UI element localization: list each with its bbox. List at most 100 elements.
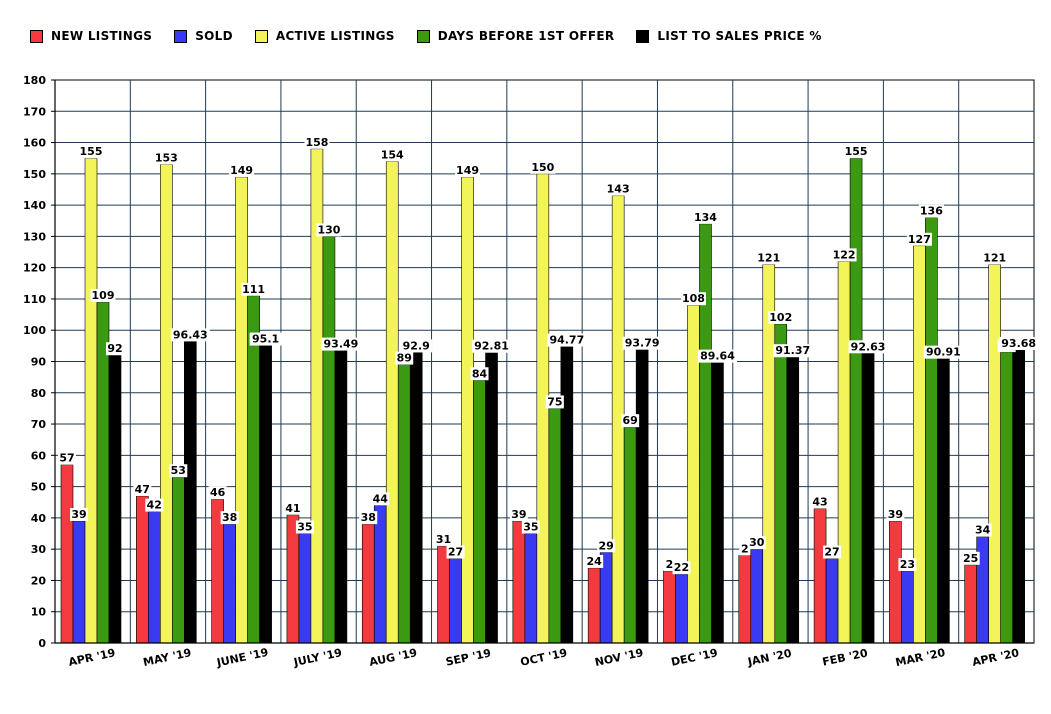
data-label-text: 134 — [694, 211, 717, 224]
bar-sold — [148, 511, 161, 644]
bar-active-listings — [913, 245, 926, 644]
bar-list-to-sales-price — [184, 341, 197, 644]
x-tick-label: OCT '19 — [519, 646, 568, 669]
data-label-text: 111 — [242, 283, 265, 296]
legend-item-list-to-sales-price: LIST TO SALES PRICE % — [636, 29, 821, 43]
data-label-bg — [241, 282, 267, 296]
data-label: 95.1 — [249, 332, 282, 346]
data-label-text: 96.43 — [173, 328, 208, 341]
data-label-text: 27 — [824, 546, 839, 559]
data-label: 25 — [961, 551, 980, 565]
data-label-bg — [680, 292, 706, 306]
data-label-text: 122 — [833, 248, 856, 261]
data-label-text: 143 — [607, 183, 630, 196]
data-label: 93.79 — [622, 336, 662, 350]
bar-sold — [373, 505, 387, 644]
x-tick-label: MAR '20 — [894, 646, 946, 669]
bar-days-before-1st-offer — [623, 426, 637, 644]
data-label-bg — [470, 367, 489, 381]
x-tick-label: DEC '19 — [670, 646, 719, 669]
data-label-bg — [58, 451, 76, 465]
data-label-text: 75 — [547, 395, 562, 408]
data-label: 134 — [692, 210, 718, 224]
y-tick-label: 140 — [23, 199, 46, 212]
data-label: 84 — [470, 367, 489, 381]
bar-list-to-sales-price — [937, 358, 950, 644]
data-label-bg — [811, 495, 830, 509]
data-label-text: 39 — [888, 508, 903, 521]
data-label-text: 92.81 — [474, 340, 509, 353]
bar-active-listings — [385, 161, 399, 644]
data-label: 27 — [823, 545, 842, 559]
y-tick-label: 10 — [31, 606, 47, 619]
data-label: 35 — [521, 520, 540, 534]
data-label: 35 — [295, 520, 314, 534]
y-tick-label: 120 — [23, 262, 46, 275]
data-label: 24 — [585, 554, 604, 568]
data-label-text: 30 — [749, 536, 765, 549]
data-label-text: 46 — [210, 486, 226, 499]
y-tick-label: 170 — [23, 105, 46, 118]
data-label-text: 2 — [666, 558, 674, 571]
data-label-bg — [145, 498, 164, 512]
bar-list-to-sales-price — [409, 352, 423, 644]
data-label-text: 92.63 — [851, 340, 886, 353]
data-label: 2 — [739, 542, 751, 556]
bar-active-listings — [988, 264, 1001, 644]
y-tick-label: 100 — [23, 324, 46, 337]
data-label-bg — [545, 395, 564, 409]
data-label-bg — [747, 536, 766, 550]
bar-list-to-sales-price — [786, 356, 800, 644]
legend: NEW LISTINGS SOLD ACTIVE LISTINGS DAYS BEFO… — [30, 26, 844, 46]
data-label-text: 92 — [107, 342, 122, 355]
bar-sold — [223, 523, 236, 644]
data-label-text: 39 — [511, 508, 526, 521]
data-label: 94.77 — [547, 333, 587, 347]
data-label: 121 — [756, 252, 782, 265]
data-label-text: 92.9 — [403, 339, 430, 352]
data-label: 155 — [78, 145, 104, 159]
data-label: 29 — [597, 539, 616, 553]
data-label-text: 2 — [741, 542, 749, 555]
data-label-bg — [472, 339, 512, 353]
data-label-text: 69 — [622, 414, 637, 427]
data-label-text: 39 — [71, 508, 86, 521]
bar-sold — [901, 570, 914, 644]
bar-days-before-1st-offer — [849, 157, 863, 644]
data-label: 89 — [395, 351, 414, 365]
data-label-bg — [585, 554, 604, 568]
y-tick-label: 0 — [38, 637, 46, 650]
x-tick-label: NOV '19 — [594, 646, 645, 669]
data-label: 69 — [621, 414, 640, 428]
data-label-bg — [455, 163, 481, 177]
data-label: 22 — [672, 561, 691, 575]
data-label-text: 93.79 — [625, 337, 660, 350]
data-label-text: 31 — [436, 533, 451, 546]
data-label: 93.49 — [321, 337, 361, 351]
y-tick-label: 30 — [31, 543, 47, 556]
bar-sold — [750, 548, 764, 644]
data-label-bg — [739, 542, 751, 556]
data-label: 130 — [316, 223, 342, 237]
data-label: 34 — [973, 523, 992, 537]
data-label-text: 93.49 — [324, 338, 359, 351]
data-label: 92 — [106, 342, 124, 356]
data-label-bg — [446, 545, 465, 559]
data-label-bg — [999, 336, 1039, 350]
data-label: 27 — [446, 545, 465, 559]
bar-new-listings — [889, 520, 902, 644]
data-label: 108 — [680, 292, 706, 306]
bar-days-before-1st-offer — [774, 323, 788, 644]
data-label: 153 — [153, 151, 179, 165]
data-label-bg — [982, 251, 1008, 265]
legend-swatch — [30, 29, 43, 43]
y-tick-label: 70 — [31, 418, 47, 431]
data-label-text: 127 — [908, 233, 931, 246]
data-label-text: 154 — [381, 148, 404, 161]
x-tick-label: AUG '19 — [368, 646, 418, 669]
data-label-bg — [530, 160, 556, 174]
x-tick-label: JUNE '19 — [215, 646, 270, 670]
bar-list-to-sales-price — [861, 352, 875, 644]
